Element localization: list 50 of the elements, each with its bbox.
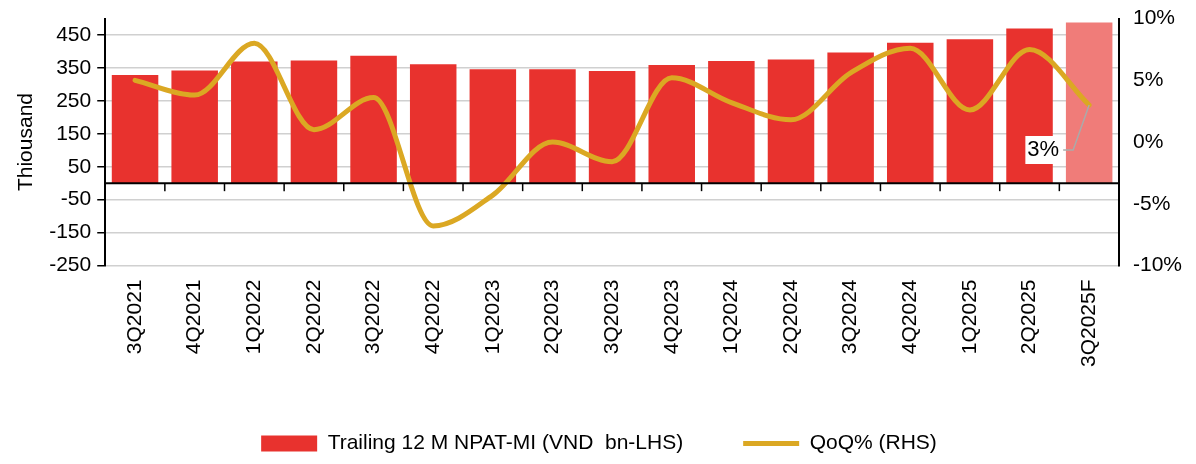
bar	[946, 39, 994, 184]
bar	[350, 55, 397, 184]
y-tick-label: 350	[56, 54, 92, 78]
bar	[1065, 22, 1113, 184]
y-tick-label: -150	[49, 219, 92, 243]
bar	[529, 69, 576, 184]
x-tick-label: 1Q2024	[718, 279, 742, 355]
y-tick-label: 250	[56, 87, 92, 111]
x-tick-label: 1Q2022	[241, 279, 265, 355]
y2-tick-label: 10%	[1132, 5, 1176, 29]
bar	[171, 70, 218, 184]
y-tick-label: 50	[67, 153, 92, 177]
bar	[588, 70, 636, 184]
x-tick-label: 1Q2025	[956, 279, 980, 355]
y2-tick-label: -5%	[1132, 190, 1171, 214]
x-tick-label: 3Q2025F	[1075, 279, 1099, 367]
x-tick-label: 3Q2023	[598, 279, 622, 355]
bar	[111, 74, 159, 184]
bar	[231, 61, 278, 184]
x-tick-label: 1Q2023	[479, 279, 503, 355]
bar	[708, 61, 755, 184]
bar	[767, 59, 815, 184]
bar	[648, 65, 695, 184]
y2-tick-label: 5%	[1132, 67, 1164, 91]
bar	[887, 42, 934, 184]
y2-tick-label: 0%	[1132, 128, 1164, 152]
y-tick-label: 150	[56, 120, 92, 144]
bar	[469, 69, 517, 184]
x-tick-label: 4Q2023	[658, 279, 682, 355]
x-tick-label: 3Q2022	[360, 279, 384, 355]
x-tick-label: 2Q2022	[300, 279, 324, 355]
data-label: 3%	[1027, 136, 1060, 162]
legend-label: QoQ% (RHS)	[809, 430, 937, 454]
bar	[409, 64, 457, 184]
x-tick-label: 3Q2021	[121, 279, 145, 355]
x-tick-label: 2Q2023	[539, 279, 563, 355]
x-tick-label: 4Q2021	[181, 279, 205, 355]
y-tick-label: -250	[49, 252, 92, 276]
bar	[290, 60, 338, 184]
y-tick-label: -50	[60, 186, 92, 210]
y2-tick-label: -10%	[1132, 252, 1183, 276]
legend-label: Trailing 12 M NPAT-MI (VND bn-LHS)	[327, 430, 684, 454]
x-tick-label: 4Q2024	[897, 279, 921, 355]
y-axis-title: Thiousand	[13, 92, 37, 192]
x-tick-label: 3Q2024	[837, 279, 861, 355]
x-tick-label: 2Q2025	[1016, 279, 1040, 355]
y-tick-label: 450	[56, 21, 92, 45]
x-tick-label: 4Q2022	[420, 279, 443, 355]
bar	[827, 52, 874, 184]
x-tick-label: 2Q2024	[777, 279, 801, 355]
